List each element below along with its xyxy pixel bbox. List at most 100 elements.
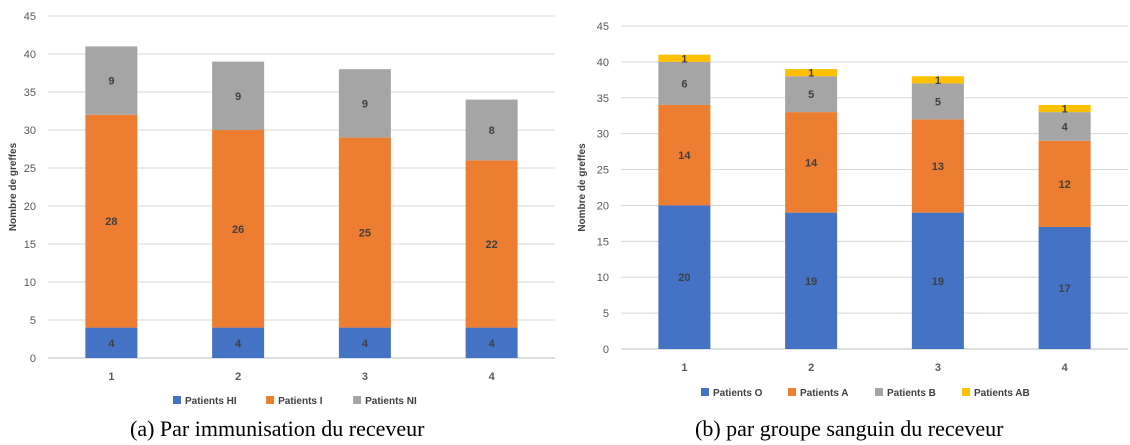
data-label: 14 [678, 150, 691, 162]
data-label: 19 [805, 276, 817, 288]
y-tick-label: 5 [603, 308, 609, 320]
data-label: 1 [935, 75, 941, 87]
y-tick-label: 20 [597, 200, 609, 212]
data-label: 5 [935, 96, 941, 108]
bar-segment [465, 160, 518, 328]
bar-segment [911, 83, 964, 120]
data-label: 4 [1062, 121, 1069, 133]
bar-segment [465, 99, 518, 161]
x-tick-label: 2 [808, 362, 814, 374]
data-label: 26 [232, 224, 244, 236]
y-tick-label: 35 [24, 87, 36, 99]
data-label: 9 [362, 98, 368, 110]
y-tick-label: 45 [597, 21, 609, 33]
bar-segment [85, 327, 138, 358]
y-tick-label: 25 [597, 165, 609, 177]
data-label: 22 [486, 239, 498, 251]
caption-a: (a) Par immunisation du receveur [130, 416, 425, 441]
legend-swatch [173, 396, 181, 404]
bar-segment [212, 327, 265, 358]
y-axis-title: Nombre de greffes [577, 143, 588, 232]
y-axis-title: Nombre de greffes [8, 142, 19, 231]
bar-segment [1038, 226, 1091, 349]
bar-segment [212, 130, 265, 328]
data-label: 19 [932, 276, 944, 288]
legend-label: Patients A [800, 388, 849, 399]
y-tick-label: 20 [24, 201, 36, 213]
data-label: 6 [681, 78, 687, 90]
x-tick-label: 4 [1062, 362, 1069, 374]
legend-swatch [353, 396, 362, 404]
y-tick-label: 35 [597, 93, 609, 105]
bar-segment [911, 119, 964, 213]
data-label: 9 [108, 76, 114, 88]
y-tick-label: 10 [24, 277, 36, 289]
data-label: 5 [808, 89, 814, 101]
data-label: 28 [105, 216, 117, 228]
bar-segment [1038, 140, 1091, 227]
y-tick-label: 45 [24, 11, 36, 23]
bar-segment [338, 327, 391, 358]
x-tick-label: 1 [108, 371, 114, 383]
x-tick-label: 3 [362, 371, 368, 383]
y-tick-label: 25 [24, 163, 36, 175]
data-label: 4 [489, 338, 496, 350]
legend-swatch [266, 396, 275, 404]
legend-label: Patients AB [974, 388, 1030, 399]
data-label: 8 [489, 125, 495, 137]
chart-panel-b: 0 5 10 15 20 25 30 35 40 45 Nombre de greffes 20 14 6… [565, 0, 1130, 412]
legend-label: Patients NI [365, 396, 417, 407]
y-tick-label: 10 [597, 272, 609, 284]
data-label: 9 [235, 91, 241, 103]
y-tick-label: 30 [597, 129, 609, 141]
data-label: 1 [1062, 104, 1068, 116]
x-tick-label: 4 [489, 371, 496, 383]
data-label: 1 [808, 68, 814, 80]
bar-segment [658, 104, 711, 206]
bar-segment [1038, 112, 1091, 141]
bar-segment [212, 61, 265, 130]
bar-segment [658, 54, 711, 62]
x-tick-label: 2 [235, 371, 241, 383]
bar-segment [658, 205, 711, 349]
y-tick-label: 5 [30, 315, 36, 327]
data-label: 1 [681, 53, 687, 65]
bar-segment [338, 137, 391, 328]
y-tick-label: 15 [24, 239, 36, 251]
bar-segment [85, 114, 138, 328]
data-label: 20 [678, 272, 690, 284]
data-label: 4 [235, 338, 242, 350]
caption-b: (b) par groupe sanguin du receveur [695, 416, 1004, 441]
data-label: 4 [362, 338, 369, 350]
bar-segment [785, 76, 838, 113]
bar-segment [785, 212, 838, 349]
bar-segment [85, 46, 138, 115]
legend-swatch [875, 388, 883, 396]
bar-segment [785, 69, 838, 77]
bar-segment [465, 327, 518, 358]
x-tick-label: 1 [681, 362, 687, 374]
bar-segment [658, 61, 711, 105]
bar-segment [911, 212, 964, 349]
bar-segment [1038, 104, 1091, 113]
bar-segment [911, 76, 964, 84]
legend-label: Patients HI [185, 396, 237, 407]
legend-swatch [788, 388, 796, 396]
y-tick-label: 30 [24, 125, 36, 137]
legend-swatch [962, 388, 970, 396]
data-label: 12 [1059, 179, 1071, 191]
y-tick-label: 0 [30, 353, 36, 365]
data-label: 17 [1059, 283, 1071, 295]
chart-panel-a: 0 5 10 15 20 25 30 35 40 45 Nombre de greffes 4 28 9 1… [0, 0, 565, 412]
y-tick-label: 40 [24, 49, 36, 61]
legend-swatch [701, 388, 709, 396]
data-label: 4 [108, 338, 115, 350]
legend-label: Patients I [278, 396, 323, 407]
y-tick-label: 15 [597, 236, 609, 248]
bar-segment [338, 69, 391, 138]
bar-segment [785, 112, 838, 213]
legend-label: Patients O [713, 388, 763, 399]
legend-label: Patients B [887, 388, 936, 399]
